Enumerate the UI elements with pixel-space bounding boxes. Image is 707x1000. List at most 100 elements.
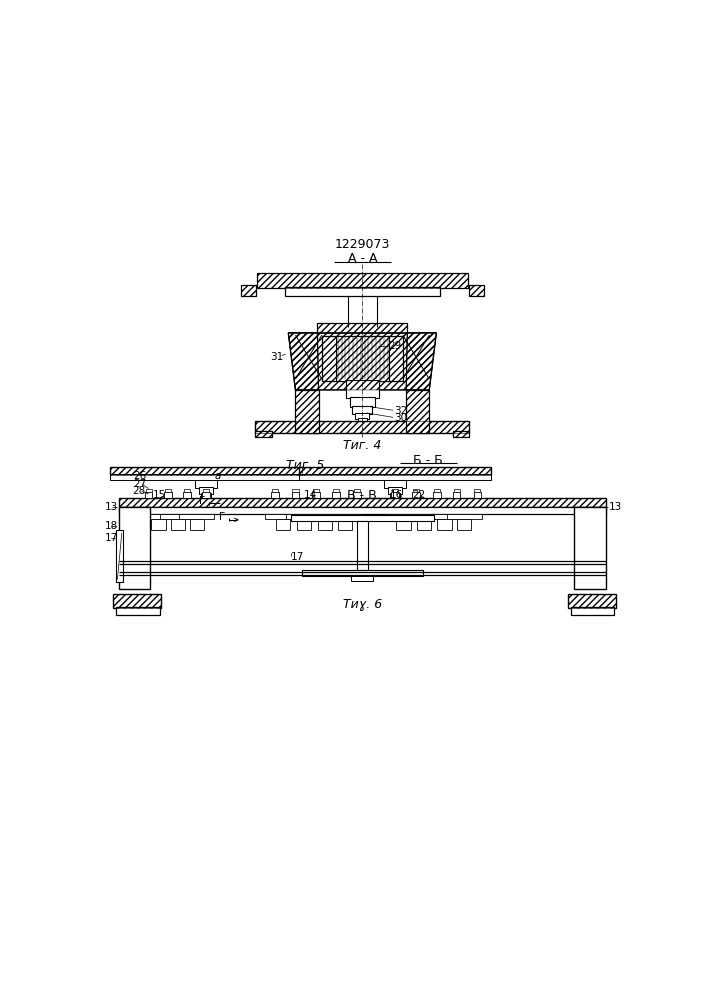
Bar	[197, 499, 215, 504]
Bar	[351, 576, 373, 581]
Polygon shape	[407, 333, 436, 390]
Bar	[318, 519, 332, 530]
Bar	[452, 431, 469, 437]
Bar	[317, 323, 407, 333]
Text: Τиг. 4: Τиг. 4	[343, 439, 382, 452]
Text: Τиг. 5: Τиг. 5	[286, 459, 324, 472]
Bar	[164, 492, 172, 498]
Bar	[388, 487, 402, 494]
Bar	[110, 467, 302, 475]
Text: 13: 13	[609, 502, 622, 512]
Text: Б - Б: Б - Б	[413, 454, 443, 467]
Bar	[407, 514, 441, 519]
Text: Г: Г	[199, 496, 205, 506]
Bar	[389, 503, 402, 510]
Bar	[392, 492, 399, 498]
Bar	[452, 431, 469, 437]
Bar	[160, 514, 195, 519]
Bar	[116, 607, 160, 615]
Text: 29: 29	[389, 341, 402, 351]
Text: B - B: B - B	[347, 489, 378, 502]
Bar	[271, 492, 279, 498]
Bar	[433, 492, 440, 498]
Text: 13: 13	[105, 502, 118, 512]
Bar	[397, 519, 411, 530]
Bar	[469, 285, 484, 296]
Text: 22: 22	[412, 490, 426, 500]
Text: 26: 26	[134, 471, 146, 481]
Bar	[110, 474, 302, 480]
Bar	[110, 467, 302, 475]
Bar	[119, 498, 606, 507]
Bar	[170, 519, 185, 530]
Text: Τиɣ. 6: Τиɣ. 6	[343, 598, 382, 611]
Bar	[299, 467, 491, 475]
Bar	[386, 514, 421, 519]
Bar	[255, 421, 469, 433]
Bar	[240, 285, 256, 296]
Bar	[453, 489, 460, 492]
Bar	[350, 397, 375, 407]
Bar	[195, 480, 217, 488]
Bar	[293, 489, 298, 492]
Bar	[165, 489, 171, 492]
Text: 28: 28	[132, 486, 146, 496]
Text: 17: 17	[291, 552, 304, 562]
Bar	[271, 489, 278, 492]
Bar	[308, 514, 343, 519]
Bar	[292, 492, 299, 498]
Text: 14: 14	[304, 490, 317, 500]
Bar	[355, 413, 370, 419]
Polygon shape	[407, 390, 429, 433]
Bar	[299, 467, 491, 475]
Bar	[452, 492, 460, 498]
Polygon shape	[296, 390, 319, 433]
Text: 16: 16	[390, 490, 404, 500]
Bar	[333, 489, 339, 492]
Text: 15: 15	[153, 490, 165, 500]
Bar	[338, 519, 352, 530]
Polygon shape	[288, 333, 319, 390]
Bar	[119, 507, 606, 514]
Bar	[312, 489, 319, 492]
Bar	[469, 285, 484, 296]
Bar	[141, 514, 176, 519]
Bar	[201, 493, 211, 500]
Bar	[189, 519, 204, 530]
Bar	[199, 487, 214, 494]
Bar	[571, 607, 614, 615]
Text: 1229073: 1229073	[334, 238, 390, 251]
Bar	[568, 594, 616, 608]
Bar	[447, 514, 481, 519]
Bar	[113, 594, 161, 608]
Text: 17: 17	[105, 533, 118, 543]
Text: A - A: A - A	[348, 252, 377, 265]
Bar	[184, 489, 190, 492]
Bar	[387, 499, 404, 504]
Bar	[119, 498, 606, 507]
Bar	[255, 431, 272, 437]
Bar	[336, 336, 389, 381]
Bar	[358, 418, 367, 424]
Bar	[412, 492, 420, 498]
Bar	[180, 514, 214, 519]
Bar	[146, 489, 152, 492]
Bar	[568, 594, 616, 608]
Bar	[312, 492, 320, 498]
Bar	[276, 519, 290, 530]
Bar	[151, 519, 165, 530]
Bar	[322, 336, 403, 381]
Bar	[265, 514, 300, 519]
Bar	[240, 285, 256, 296]
Bar	[574, 507, 606, 589]
Bar	[257, 273, 467, 288]
Text: 27: 27	[134, 479, 146, 489]
Bar	[302, 570, 423, 576]
Bar	[202, 492, 210, 498]
Bar	[390, 493, 400, 500]
Bar	[113, 594, 161, 608]
Bar	[332, 492, 340, 498]
Bar	[434, 489, 440, 492]
Bar	[297, 519, 311, 530]
Bar	[413, 489, 419, 492]
